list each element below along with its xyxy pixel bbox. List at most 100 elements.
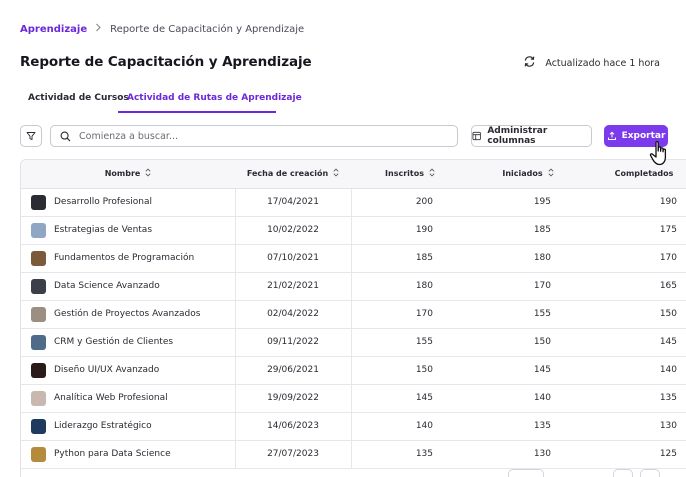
export-label: Exportar — [621, 131, 666, 141]
cell-enrolled: 135 — [351, 440, 469, 469]
cell-completed: 165 — [587, 272, 686, 301]
breadcrumb: Aprendizaje Reporte de Capacitación y Ap… — [20, 23, 304, 35]
search-input[interactable] — [79, 130, 439, 142]
cell-started: 130 — [469, 440, 587, 469]
active-tab-indicator — [118, 111, 276, 113]
column-header-enrolled[interactable]: Inscritos — [351, 160, 469, 189]
cell-started: 145 — [469, 356, 587, 385]
manage-columns-button[interactable]: Administrar columnas — [471, 125, 592, 147]
sort-icon[interactable] — [429, 168, 435, 179]
last-updated-label: Actualizado hace 1 hora — [545, 57, 660, 69]
table-row[interactable]: Gestión de Proyectos Avanzados 02/04/2022… — [21, 300, 686, 329]
columns-icon — [472, 131, 481, 141]
tab-learning-path-activity[interactable]: Actividad de Rutas de Aprendizaje — [127, 93, 302, 103]
learning-path-thumbnail — [31, 222, 46, 238]
export-button[interactable]: Exportar — [604, 125, 668, 147]
learning-path-name[interactable]: Estrategias de Ventas — [54, 225, 153, 235]
learning-path-name[interactable]: Gestión de Proyectos Avanzados — [54, 309, 201, 319]
cell-name: Estrategias de Ventas — [21, 216, 235, 245]
table-row[interactable]: Diseño UI/UX Avanzado 29/06/2021 150 145 140 — [21, 356, 686, 385]
column-header-name[interactable]: Nombre — [21, 160, 235, 189]
learning-path-name[interactable]: CRM y Gestión de Clientes — [54, 337, 174, 347]
learning-path-thumbnail — [31, 306, 46, 322]
refresh-icon[interactable] — [523, 55, 536, 71]
learning-path-thumbnail — [31, 250, 46, 266]
learning-path-name[interactable]: Python para Data Science — [54, 449, 171, 459]
cell-name: Python para Data Science — [21, 440, 235, 469]
cell-completed: 170 — [587, 244, 686, 273]
table-row[interactable]: Liderazgo Estratégico 14/06/2023 140 135 130 — [21, 412, 686, 441]
cell-started: 135 — [469, 412, 587, 441]
cell-enrolled: 185 — [351, 244, 469, 273]
cell-completed: 130 — [587, 412, 686, 441]
learning-path-thumbnail — [31, 278, 46, 294]
cell-name: Diseño UI/UX Avanzado — [21, 356, 235, 385]
cell-enrolled: 190 — [351, 216, 469, 245]
column-header-completed[interactable]: Completados — [587, 160, 686, 189]
cell-name: Desarrollo Profesional — [21, 188, 235, 217]
cell-completed: 175 — [587, 216, 686, 245]
table-header-row: Nombre Fecha de creación Inscritos Inici… — [21, 160, 686, 189]
cell-creation-date: 07/10/2021 — [234, 244, 352, 273]
learning-path-name[interactable]: Data Science Avanzado — [54, 281, 160, 291]
sort-icon[interactable] — [145, 168, 151, 179]
table-row[interactable]: Fundamentos de Programación 07/10/2021 185… — [21, 244, 686, 273]
upload-icon — [607, 131, 616, 140]
breadcrumb-current: Reporte de Capacitación y Aprendizaje — [110, 23, 305, 35]
sort-icon[interactable] — [548, 168, 554, 179]
learning-path-thumbnail — [31, 362, 46, 378]
cell-creation-date: 29/06/2021 — [234, 356, 352, 385]
filter-button[interactable] — [20, 125, 42, 147]
cell-enrolled: 170 — [351, 300, 469, 329]
learning-path-thumbnail — [31, 194, 46, 210]
learning-path-name[interactable]: Fundamentos de Programación — [54, 253, 195, 263]
cell-creation-date: 19/09/2022 — [234, 384, 352, 413]
search-icon — [60, 131, 71, 141]
cell-name: Fundamentos de Programación — [21, 244, 235, 273]
learning-path-thumbnail — [31, 446, 46, 462]
table-row[interactable]: Estrategias de Ventas 10/02/2022 190 185 175 — [21, 216, 686, 245]
page-title: Reporte de Capacitación y Aprendizaje — [20, 54, 312, 70]
cell-creation-date: 14/06/2023 — [234, 412, 352, 441]
cell-completed: 140 — [587, 356, 686, 385]
cell-creation-date: 10/02/2022 — [234, 216, 352, 245]
column-header-started[interactable]: Iniciados — [469, 160, 587, 189]
search-box[interactable] — [50, 125, 458, 147]
learning-path-name[interactable]: Analítica Web Profesional — [54, 393, 168, 403]
table-row[interactable]: CRM y Gestión de Clientes 09/11/2022 155 15… — [21, 328, 686, 357]
previous-page-button[interactable] — [613, 469, 633, 477]
learning-path-name[interactable]: Desarrollo Profesional — [54, 197, 152, 207]
cell-name: Liderazgo Estratégico — [21, 412, 235, 441]
cell-name: Gestión de Proyectos Avanzados — [21, 300, 235, 329]
cell-creation-date: 17/04/2021 — [234, 188, 352, 217]
learning-paths-table: Nombre Fecha de creación Inscritos Inici… — [20, 159, 686, 477]
breadcrumb-link-aprendizaje[interactable]: Aprendizaje — [20, 23, 88, 35]
cell-enrolled: 150 — [351, 356, 469, 385]
hand-cursor-icon — [648, 140, 672, 172]
cell-started: 170 — [469, 272, 587, 301]
tab-course-activity[interactable]: Actividad de Cursos — [28, 93, 129, 103]
learning-path-name[interactable]: Diseño UI/UX Avanzado — [54, 365, 160, 375]
cell-started: 155 — [469, 300, 587, 329]
learning-path-name[interactable]: Liderazgo Estratégico — [54, 421, 152, 431]
table-row[interactable]: Python para Data Science 27/07/2023 135 130… — [21, 440, 686, 469]
table-row[interactable]: Desarrollo Profesional 17/04/2021 200 195 19… — [21, 188, 686, 217]
learning-path-thumbnail — [31, 390, 46, 406]
cell-started: 150 — [469, 328, 587, 357]
cell-completed: 125 — [587, 440, 686, 469]
learning-path-thumbnail — [31, 418, 46, 434]
table-row[interactable]: Analítica Web Profesional 19/09/2022 145 14… — [21, 384, 686, 413]
cell-started: 180 — [469, 244, 587, 273]
cell-name: Analítica Web Profesional — [21, 384, 235, 413]
cell-started: 140 — [469, 384, 587, 413]
cell-creation-date: 09/11/2022 — [234, 328, 352, 357]
next-page-button[interactable] — [640, 469, 660, 477]
rows-per-page-select[interactable] — [508, 469, 544, 477]
cell-started: 185 — [469, 216, 587, 245]
column-header-date[interactable]: Fecha de creación — [235, 160, 351, 189]
learning-path-thumbnail — [31, 334, 46, 350]
sort-icon[interactable] — [333, 168, 339, 179]
table-row[interactable]: Data Science Avanzado 21/02/2021 180 170 165 — [21, 272, 686, 301]
filter-icon — [26, 132, 36, 141]
cell-completed: 145 — [587, 328, 686, 357]
